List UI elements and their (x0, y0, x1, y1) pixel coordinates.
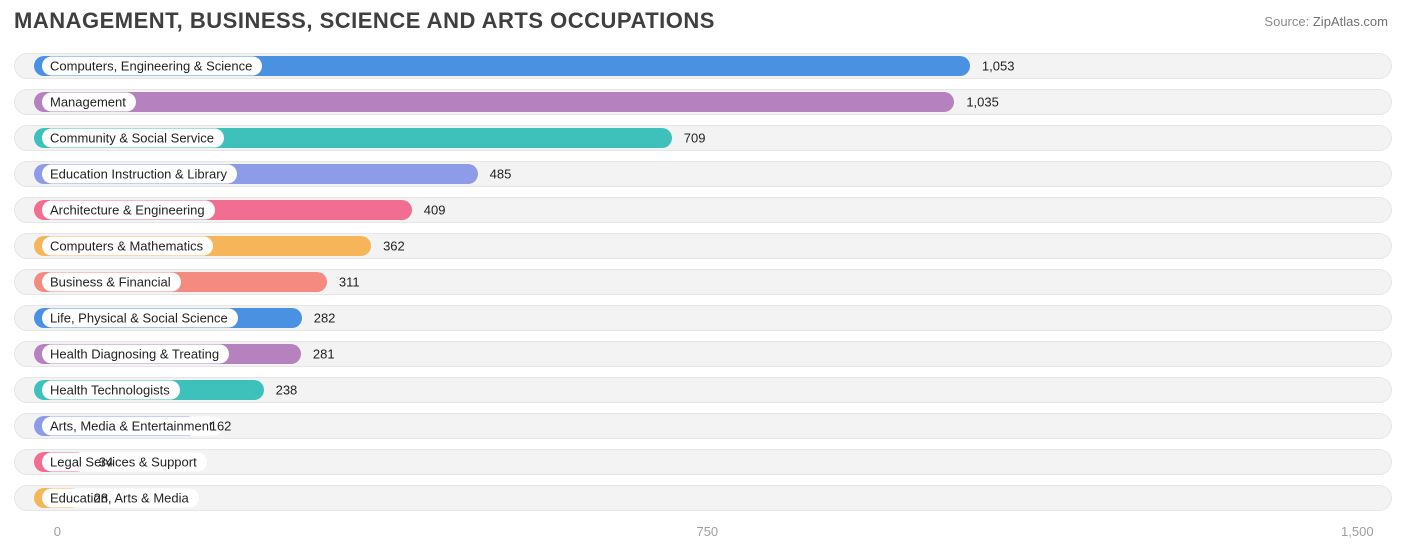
bar-row: Education, Arts & Media28 (14, 480, 1392, 516)
bar-value-label: 162 (210, 419, 232, 434)
bar-category-label: Computers & Mathematics (42, 237, 213, 256)
bar-track (14, 449, 1392, 475)
source-value: ZipAtlas.com (1313, 14, 1388, 29)
chart-area: Computers, Engineering & Science 1,053 Man… (14, 48, 1392, 548)
bar-category-label: Arts, Media & Entertainment (42, 417, 223, 436)
bar-category-label: Computers, Engineering & Science (42, 57, 262, 76)
x-axis: 0 750 1,500 (14, 518, 1392, 548)
bar-value-label: 362 (383, 239, 405, 254)
bar-category-label: Community & Social Service (42, 129, 224, 148)
bar-value-label: 238 (276, 383, 298, 398)
bar-category-label: Life, Physical & Social Science (42, 309, 238, 328)
x-axis-tick: 1,500 (1341, 524, 1374, 539)
bar-value-label: 282 (314, 311, 336, 326)
bar-row: Business & Financial 311 (14, 264, 1392, 300)
bar-category-label: Education Instruction & Library (42, 165, 237, 184)
bar-category-label: Health Technologists (42, 381, 180, 400)
bar-value-label: 34 (99, 455, 113, 470)
bar-fill (34, 92, 954, 112)
bar-value-label: 409 (424, 203, 446, 218)
bar-row: Computers, Engineering & Science 1,053 (14, 48, 1392, 84)
bar-row: Computers & Mathematics 362 (14, 228, 1392, 264)
bar-row: Life, Physical & Social Science 282 (14, 300, 1392, 336)
bar-category-label: Management (42, 93, 136, 112)
bar-row: Health Technologists 238 (14, 372, 1392, 408)
bar-row: Health Diagnosing & Treating 281 (14, 336, 1392, 372)
bar-value-label: 1,053 (982, 59, 1015, 74)
bar-category-label: Business & Financial (42, 273, 181, 292)
bar-category-label: Health Diagnosing & Treating (42, 345, 229, 364)
bar-category-label: Education, Arts & Media (42, 489, 199, 508)
bar-value-label: 281 (313, 347, 335, 362)
chart-title: MANAGEMENT, BUSINESS, SCIENCE AND ARTS O… (14, 8, 715, 34)
bar-category-label: Legal Services & Support (42, 453, 207, 472)
bar-row: Arts, Media & Entertainment162 (14, 408, 1392, 444)
bar-row: Community & Social Service 709 (14, 120, 1392, 156)
bar-row: Architecture & Engineering 409 (14, 192, 1392, 228)
bar-value-label: 485 (490, 167, 512, 182)
source-attribution: Source: ZipAtlas.com (1264, 14, 1388, 29)
bar-value-label: 311 (339, 275, 360, 290)
bar-value-label: 709 (684, 131, 706, 146)
bar-category-label: Architecture & Engineering (42, 201, 215, 220)
bar-value-label: 1,035 (966, 95, 999, 110)
bar-track (14, 485, 1392, 511)
x-axis-tick: 750 (696, 524, 718, 539)
bar-row: Legal Services & Support34 (14, 444, 1392, 480)
source-label: Source: (1264, 14, 1309, 29)
bars-region: Computers, Engineering & Science 1,053 Man… (14, 48, 1392, 518)
bar-row: Management 1,035 (14, 84, 1392, 120)
x-axis-tick: 0 (54, 524, 61, 539)
bar-row: Education Instruction & Library 485 (14, 156, 1392, 192)
bar-value-label: 28 (94, 491, 108, 506)
